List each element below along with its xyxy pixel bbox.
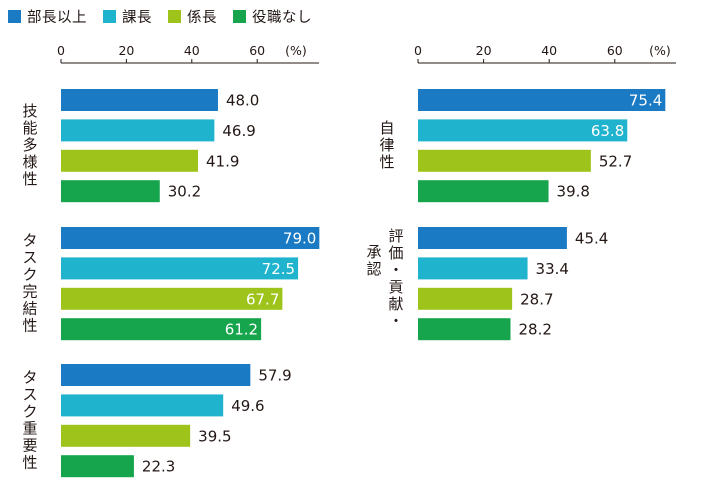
legend-item-kacho: 課長	[103, 6, 152, 27]
legend-swatch-kakaricho	[168, 9, 181, 23]
x-tick-label: 40	[184, 43, 200, 58]
bar	[418, 318, 511, 341]
bar	[418, 180, 549, 203]
bar	[418, 257, 528, 280]
data-label: 48.0	[226, 92, 259, 110]
x-tick-label: 20	[118, 43, 134, 58]
x-tick-label: 40	[541, 43, 557, 58]
data-label: 30.2	[168, 183, 201, 201]
category-label: 評価・貢献・承認	[366, 227, 403, 330]
bar	[61, 119, 215, 142]
x-tick-label: 0	[414, 43, 422, 58]
category-label: タスク完結性	[22, 232, 37, 335]
data-label: 67.7	[246, 290, 279, 308]
data-label: 41.9	[206, 152, 239, 170]
bar	[61, 89, 218, 111]
legend-label-kakaricho: 係長	[187, 9, 217, 26]
bar	[61, 180, 160, 203]
legend-swatch-bucho	[8, 9, 21, 23]
bar	[418, 287, 513, 310]
x-tick-label: 0	[57, 43, 65, 58]
x-tick-label: 60	[249, 43, 265, 58]
unit-label: (%)	[285, 43, 307, 58]
category-label: タスク重要性	[22, 369, 37, 472]
x-tick-label: 20	[476, 43, 492, 58]
legend-swatch-kacho	[103, 9, 116, 23]
legend-item-bucho: 部長以上	[8, 6, 87, 27]
bar	[61, 394, 224, 417]
unit-label: (%)	[649, 43, 671, 58]
category-label: 技能多様性	[22, 102, 37, 188]
data-label: 45.4	[575, 230, 608, 248]
data-label: 63.8	[591, 122, 624, 140]
data-label: 79.0	[283, 230, 316, 248]
data-label: 49.6	[231, 397, 264, 415]
data-label: 75.4	[629, 92, 662, 110]
bar	[418, 149, 591, 172]
bar	[61, 455, 134, 478]
bar	[418, 227, 567, 249]
legend-label-kacho: 課長	[122, 9, 152, 26]
legend-item-kakaricho: 係長	[168, 6, 217, 27]
bar	[61, 149, 199, 172]
bar	[418, 119, 628, 142]
bar	[61, 257, 299, 280]
data-label: 52.7	[599, 152, 632, 170]
data-label: 39.8	[557, 183, 590, 201]
data-label: 46.9	[222, 122, 255, 140]
legend-label-nashi: 役職なし	[252, 9, 312, 26]
legend-swatch-nashi	[233, 9, 246, 23]
bar	[61, 227, 320, 249]
data-label: 72.5	[262, 260, 295, 278]
x-tick-label: 60	[607, 43, 623, 58]
data-label: 57.9	[258, 367, 291, 385]
data-label: 61.2	[225, 321, 258, 339]
bar	[61, 364, 251, 386]
bar	[61, 424, 191, 447]
legend-label-bucho: 部長以上	[27, 9, 87, 26]
bar	[61, 287, 283, 310]
bar	[61, 318, 262, 341]
category-label: 自律性	[379, 119, 394, 171]
data-label: 28.2	[518, 321, 551, 339]
data-label: 39.5	[198, 427, 231, 445]
data-label: 22.3	[142, 458, 175, 476]
legend-item-nashi: 役職なし	[233, 6, 312, 27]
data-label: 28.7	[520, 290, 553, 308]
legend: 部長以上 課長 係長 役職なし	[8, 5, 328, 27]
bar	[418, 89, 666, 111]
data-label: 33.4	[536, 260, 569, 278]
